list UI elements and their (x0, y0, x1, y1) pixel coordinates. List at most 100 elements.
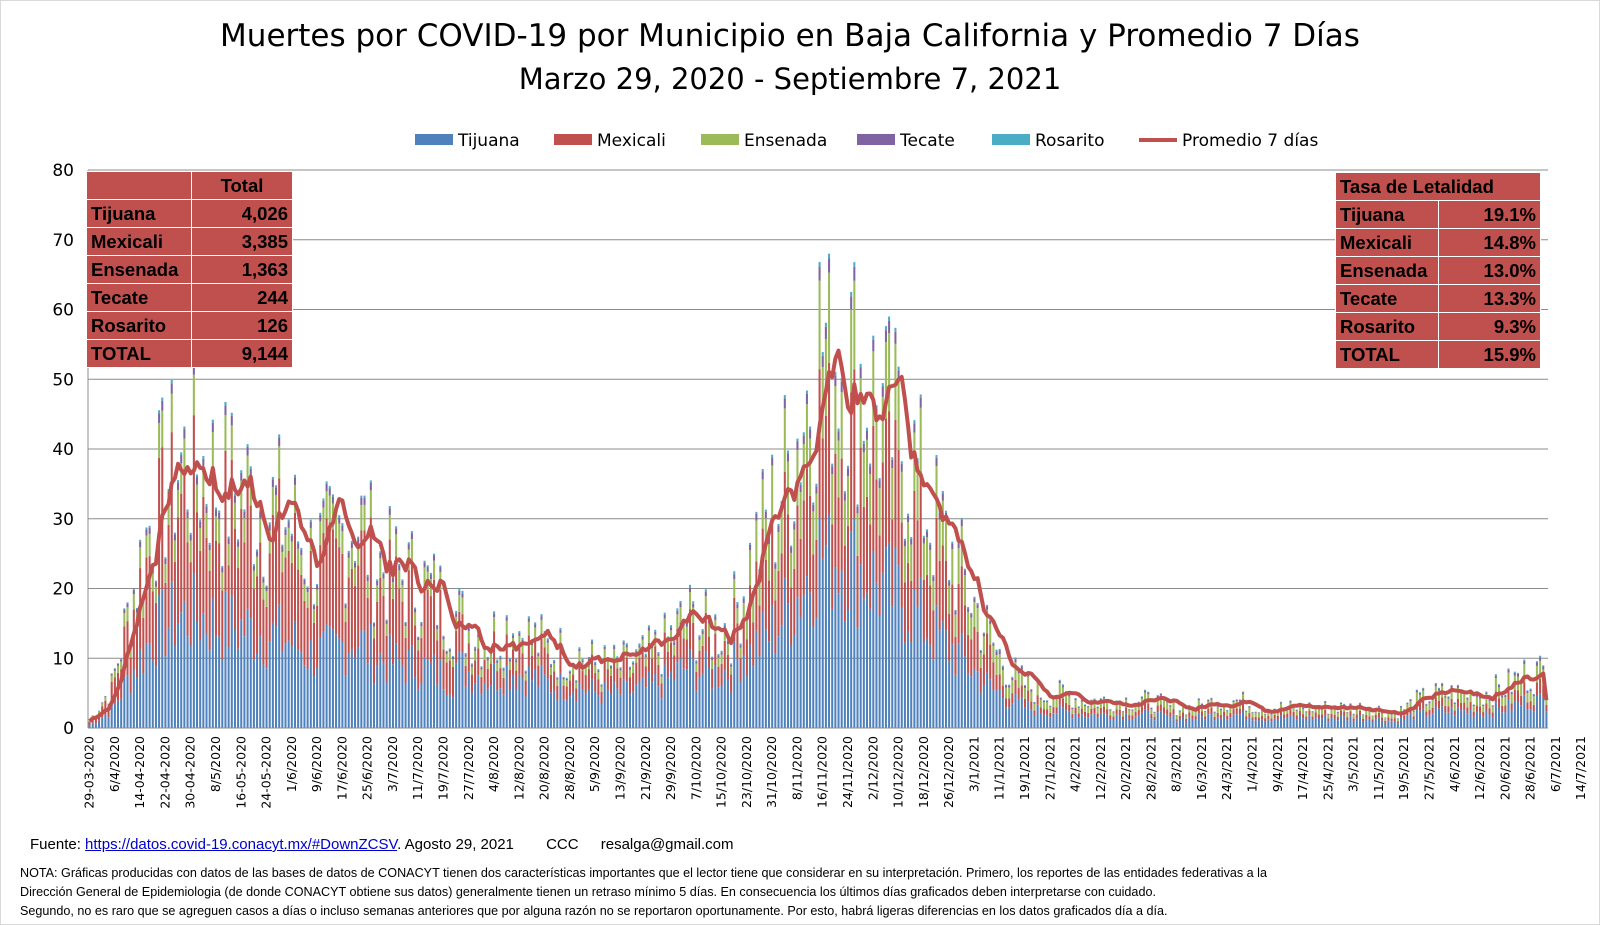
bar-rosarito (793, 521, 796, 524)
bar-ensenada (101, 703, 104, 707)
bar-tijuana (1087, 717, 1090, 728)
bar-tijuana (584, 692, 587, 728)
bar-ensenada (303, 584, 306, 601)
bar-mexicali (502, 677, 505, 695)
x-tick-label: 28/8/2020 (562, 736, 577, 800)
bar-mexicali (1327, 718, 1330, 722)
bar-ensenada (110, 675, 113, 682)
bar-mexicali (916, 520, 919, 607)
bar-tijuana (1406, 715, 1409, 728)
bar-ensenada (1131, 710, 1134, 716)
bar-tecate (575, 681, 578, 683)
bar-tijuana (821, 558, 824, 728)
bar-tijuana (1447, 712, 1450, 728)
bar-tijuana (256, 653, 259, 728)
bar-mexicali (186, 542, 189, 637)
bar-tijuana (1270, 721, 1273, 728)
bar-tecate (1077, 706, 1080, 708)
bar-tijuana (1384, 722, 1387, 728)
bar-rosarito (417, 636, 420, 638)
bar-mexicali (676, 628, 679, 663)
totals-label: Mexicali (86, 227, 192, 256)
bar-mexicali (170, 432, 173, 582)
bar-mexicali (1200, 711, 1203, 717)
bar-ensenada (1074, 700, 1077, 708)
bar-tecate (1339, 702, 1343, 705)
bar-tijuana (376, 665, 379, 728)
bar-rosarito (455, 611, 458, 614)
bar-mexicali (572, 674, 575, 693)
bar-tijuana (1305, 719, 1308, 728)
bar-tecate (992, 643, 995, 646)
legend-label-rosarito: Rosarito (1035, 131, 1105, 151)
bar-ensenada (1302, 709, 1305, 715)
bar-tecate (271, 479, 274, 488)
bar-tecate (98, 710, 101, 712)
bar-tijuana (173, 645, 176, 728)
bar-tecate (986, 606, 989, 610)
bar-tecate (161, 400, 164, 411)
bar-mexicali (461, 614, 464, 653)
bar-tecate (1128, 709, 1131, 711)
bar-mexicali (685, 639, 688, 670)
bar-mexicali (1444, 705, 1447, 713)
bar-tijuana (1118, 715, 1121, 728)
bar-tijuana (293, 621, 297, 728)
bar-tecate (736, 604, 739, 609)
bar-mexicali (1109, 715, 1112, 719)
bar-tijuana (265, 668, 268, 728)
bar-ensenada (726, 644, 729, 655)
source-link[interactable]: https://datos.covid-19.conacyt.mx/#DownZ… (85, 836, 398, 853)
bar-ensenada (1169, 706, 1172, 713)
bar-ensenada (1254, 712, 1257, 717)
bar-tijuana (372, 683, 376, 728)
bar-mexicali (982, 654, 985, 686)
bar-tijuana (701, 673, 704, 728)
bar-mexicali (1115, 709, 1118, 715)
bar-tijuana (230, 595, 233, 728)
bar-tijuana (587, 688, 590, 728)
bar-ensenada (341, 531, 344, 554)
bar-tijuana (1491, 717, 1494, 728)
bar-tecate (907, 515, 910, 523)
bar-mexicali (1286, 713, 1289, 718)
bar-mexicali (429, 596, 432, 663)
bar-tijuana (335, 634, 338, 728)
bar-tijuana (853, 518, 856, 728)
bar-mexicali (281, 572, 284, 651)
bar-mexicali (682, 638, 685, 669)
bar-rosarito (1535, 661, 1538, 663)
bar-rosarito (1466, 697, 1469, 699)
bar-mexicali (1153, 716, 1156, 721)
bar-tecate (256, 551, 259, 557)
bar-rosarito (673, 640, 676, 643)
bar-ensenada (663, 618, 666, 633)
bar-rosarito (546, 638, 549, 641)
bar-mexicali (1276, 715, 1279, 720)
bar-mexicali (142, 617, 145, 674)
bar-tecate (793, 523, 796, 530)
bar-tecate (910, 538, 913, 545)
bar-rosarito (1308, 702, 1311, 703)
bar-rosarito (1289, 700, 1292, 702)
bar-tecate (1352, 714, 1355, 715)
bar-tijuana (1374, 718, 1377, 728)
bar-tijuana (995, 690, 998, 728)
bar-mexicali (543, 647, 546, 675)
bar-tijuana (268, 641, 271, 728)
bar-mexicali (777, 570, 780, 637)
bar-mexicali (1396, 721, 1399, 724)
bar-mexicali (824, 416, 827, 546)
bar-tijuana (385, 682, 388, 728)
bar-ensenada (767, 543, 771, 581)
bar-ensenada (1257, 713, 1260, 718)
x-tick-label: 17/4/2021 (1295, 736, 1310, 800)
bar-mexicali (1463, 702, 1466, 711)
bar-ensenada (679, 607, 682, 623)
bar-tecate (625, 644, 628, 648)
bar-tecate (1014, 658, 1017, 663)
bar-tijuana (663, 664, 666, 728)
bar-tecate (275, 487, 278, 495)
bar-ensenada (1039, 699, 1042, 708)
bar-tecate (341, 525, 344, 532)
